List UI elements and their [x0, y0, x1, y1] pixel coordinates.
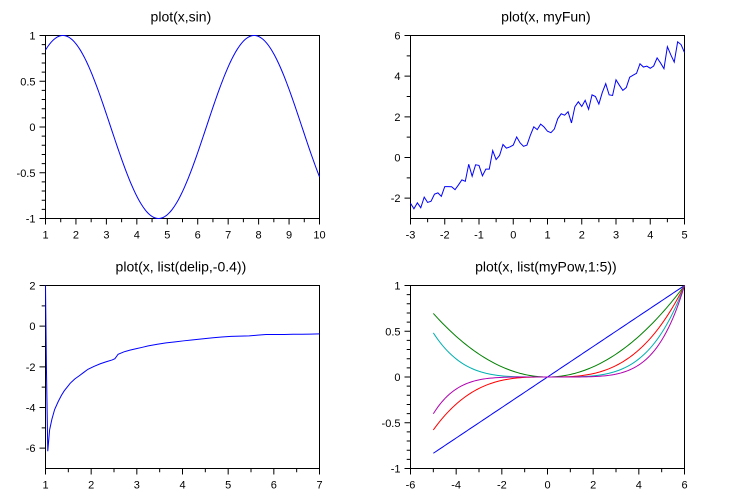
svg-text:1: 1	[544, 230, 550, 242]
svg-text:-6: -6	[406, 480, 416, 492]
svg-text:5: 5	[681, 230, 687, 242]
svg-text:3: 3	[134, 480, 140, 492]
svg-text:-4: -4	[451, 480, 461, 492]
svg-text:8: 8	[256, 230, 262, 242]
svg-text:0.5: 0.5	[20, 76, 35, 88]
svg-text:0: 0	[510, 230, 516, 242]
svg-text:plot(x,sin): plot(x,sin)	[151, 8, 212, 24]
svg-text:1: 1	[42, 480, 48, 492]
svg-text:4: 4	[636, 480, 642, 492]
svg-text:6: 6	[394, 31, 400, 43]
svg-text:-0.5: -0.5	[382, 418, 401, 430]
svg-text:5: 5	[225, 480, 231, 492]
svg-text:10: 10	[313, 230, 325, 242]
svg-text:-6: -6	[26, 443, 36, 455]
svg-text:plot(x, list(delip,-0.4)): plot(x, list(delip,-0.4))	[116, 258, 247, 274]
svg-text:-3: -3	[406, 230, 416, 242]
svg-text:-1: -1	[391, 464, 401, 476]
svg-text:3: 3	[103, 230, 109, 242]
svg-text:0: 0	[29, 321, 35, 333]
svg-text:2: 2	[394, 112, 400, 124]
svg-text:4: 4	[134, 230, 140, 242]
svg-text:0.5: 0.5	[385, 326, 400, 338]
svg-text:-2: -2	[497, 480, 507, 492]
svg-text:-2: -2	[440, 230, 450, 242]
svg-text:-2: -2	[26, 362, 36, 374]
svg-text:2: 2	[579, 230, 585, 242]
svg-text:-1: -1	[474, 230, 484, 242]
svg-text:5: 5	[164, 230, 170, 242]
svg-text:plot(x, list(myPow,1:5)): plot(x, list(myPow,1:5))	[475, 258, 617, 274]
svg-text:0: 0	[394, 153, 400, 165]
svg-text:9: 9	[286, 230, 292, 242]
svg-text:-2: -2	[391, 193, 401, 205]
svg-text:4: 4	[647, 230, 653, 242]
svg-text:-1: -1	[26, 214, 36, 226]
svg-text:7: 7	[225, 230, 231, 242]
svg-text:0: 0	[544, 480, 550, 492]
svg-text:6: 6	[195, 230, 201, 242]
svg-text:6: 6	[271, 480, 277, 492]
svg-text:1: 1	[29, 31, 35, 43]
svg-text:-0.5: -0.5	[17, 168, 36, 180]
svg-text:-4: -4	[26, 403, 36, 415]
svg-text:3: 3	[613, 230, 619, 242]
svg-text:2: 2	[88, 480, 94, 492]
svg-text:2: 2	[590, 480, 596, 492]
svg-text:1: 1	[394, 281, 400, 293]
svg-text:0: 0	[394, 372, 400, 384]
svg-text:0: 0	[29, 122, 35, 134]
svg-text:7: 7	[316, 480, 322, 492]
svg-text:1: 1	[42, 230, 48, 242]
svg-text:4: 4	[394, 71, 400, 83]
svg-text:6: 6	[681, 480, 687, 492]
svg-text:2: 2	[29, 281, 35, 293]
svg-text:4: 4	[179, 480, 185, 492]
svg-text:plot(x, myFun): plot(x, myFun)	[501, 8, 590, 24]
svg-text:2: 2	[73, 230, 79, 242]
